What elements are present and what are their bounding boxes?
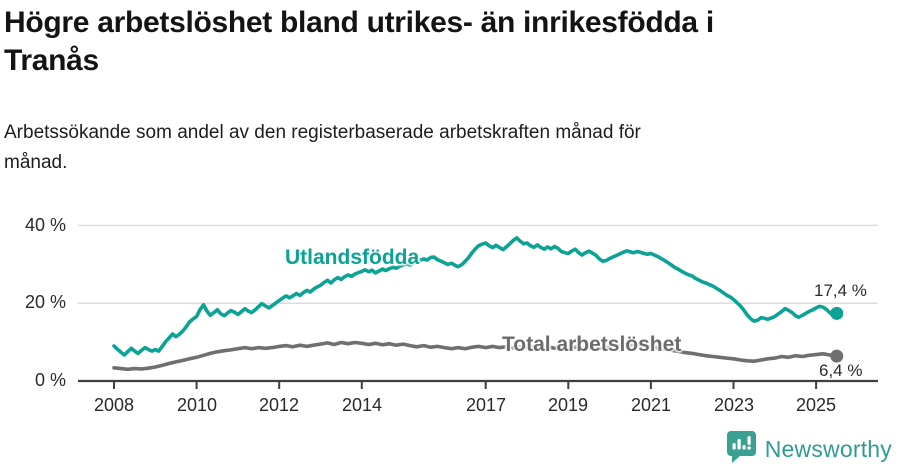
newsworthy-logo-icon — [726, 430, 757, 468]
brand-name: Newsworthy — [764, 435, 892, 462]
x-axis-tick-label-2014: 2014 — [341, 395, 383, 415]
page-title-line2: Tranås — [4, 44, 99, 77]
series-label-total-arbetsloshet: Total arbetslöshet — [502, 333, 682, 356]
chart-subtitle-line2: månad. — [4, 152, 68, 173]
x-axis-tick-label-2012: 2012 — [258, 395, 300, 415]
y-axis-tick-label-0: 0 % — [34, 370, 66, 390]
x-axis-tick-label-2025: 2025 — [795, 395, 837, 415]
page-title-line1: Högre arbetslöshet bland utrikes- än inr… — [4, 6, 714, 39]
series-label-utlandsfodda: Utlandsfödda — [285, 246, 420, 269]
x-axis-tick-label-2008: 2008 — [93, 395, 135, 415]
footer-brand: Newsworthy — [726, 430, 892, 468]
chart-subtitle-line1: Arbetssökande som andel av den registerb… — [4, 122, 641, 143]
x-axis-tick-label-2017: 2017 — [465, 395, 507, 415]
chart-subtitle: Arbetssökande som andel av den registerb… — [4, 118, 864, 178]
end-value-label-utlandsfodda: 17,4 % — [814, 281, 867, 300]
page-title: Högre arbetslöshet bland utrikes- än inr… — [4, 4, 864, 80]
x-axis-tick-label-2010: 2010 — [176, 395, 218, 415]
y-axis-tick-label-40: 40 % — [24, 215, 66, 235]
x-axis-tick-label-2019: 2019 — [547, 395, 589, 415]
end-value-label-total: 6,4 % — [819, 361, 863, 380]
y-axis-tick-label-20: 20 % — [24, 292, 66, 312]
x-axis-tick-label-2021: 2021 — [630, 395, 672, 415]
x-axis-tick-label-2023: 2023 — [713, 395, 755, 415]
